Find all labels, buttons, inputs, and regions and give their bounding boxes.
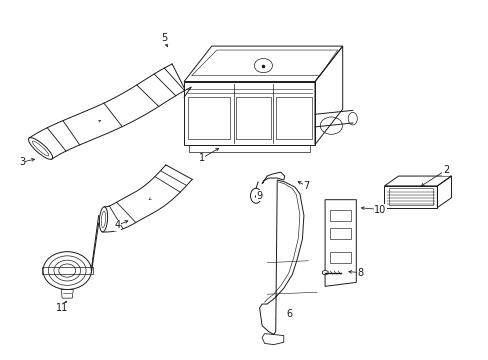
Text: 10: 10 bbox=[374, 204, 386, 215]
Text: 7: 7 bbox=[303, 181, 309, 191]
Text: 2: 2 bbox=[442, 165, 448, 175]
Text: 11: 11 bbox=[56, 303, 68, 313]
Text: 5: 5 bbox=[161, 33, 167, 43]
Text: 9: 9 bbox=[256, 191, 262, 201]
Text: 4: 4 bbox=[114, 220, 121, 230]
Text: 8: 8 bbox=[357, 267, 363, 278]
Polygon shape bbox=[322, 270, 327, 275]
Text: 6: 6 bbox=[286, 309, 292, 319]
Text: 3: 3 bbox=[19, 157, 25, 167]
Text: 1: 1 bbox=[198, 153, 204, 163]
